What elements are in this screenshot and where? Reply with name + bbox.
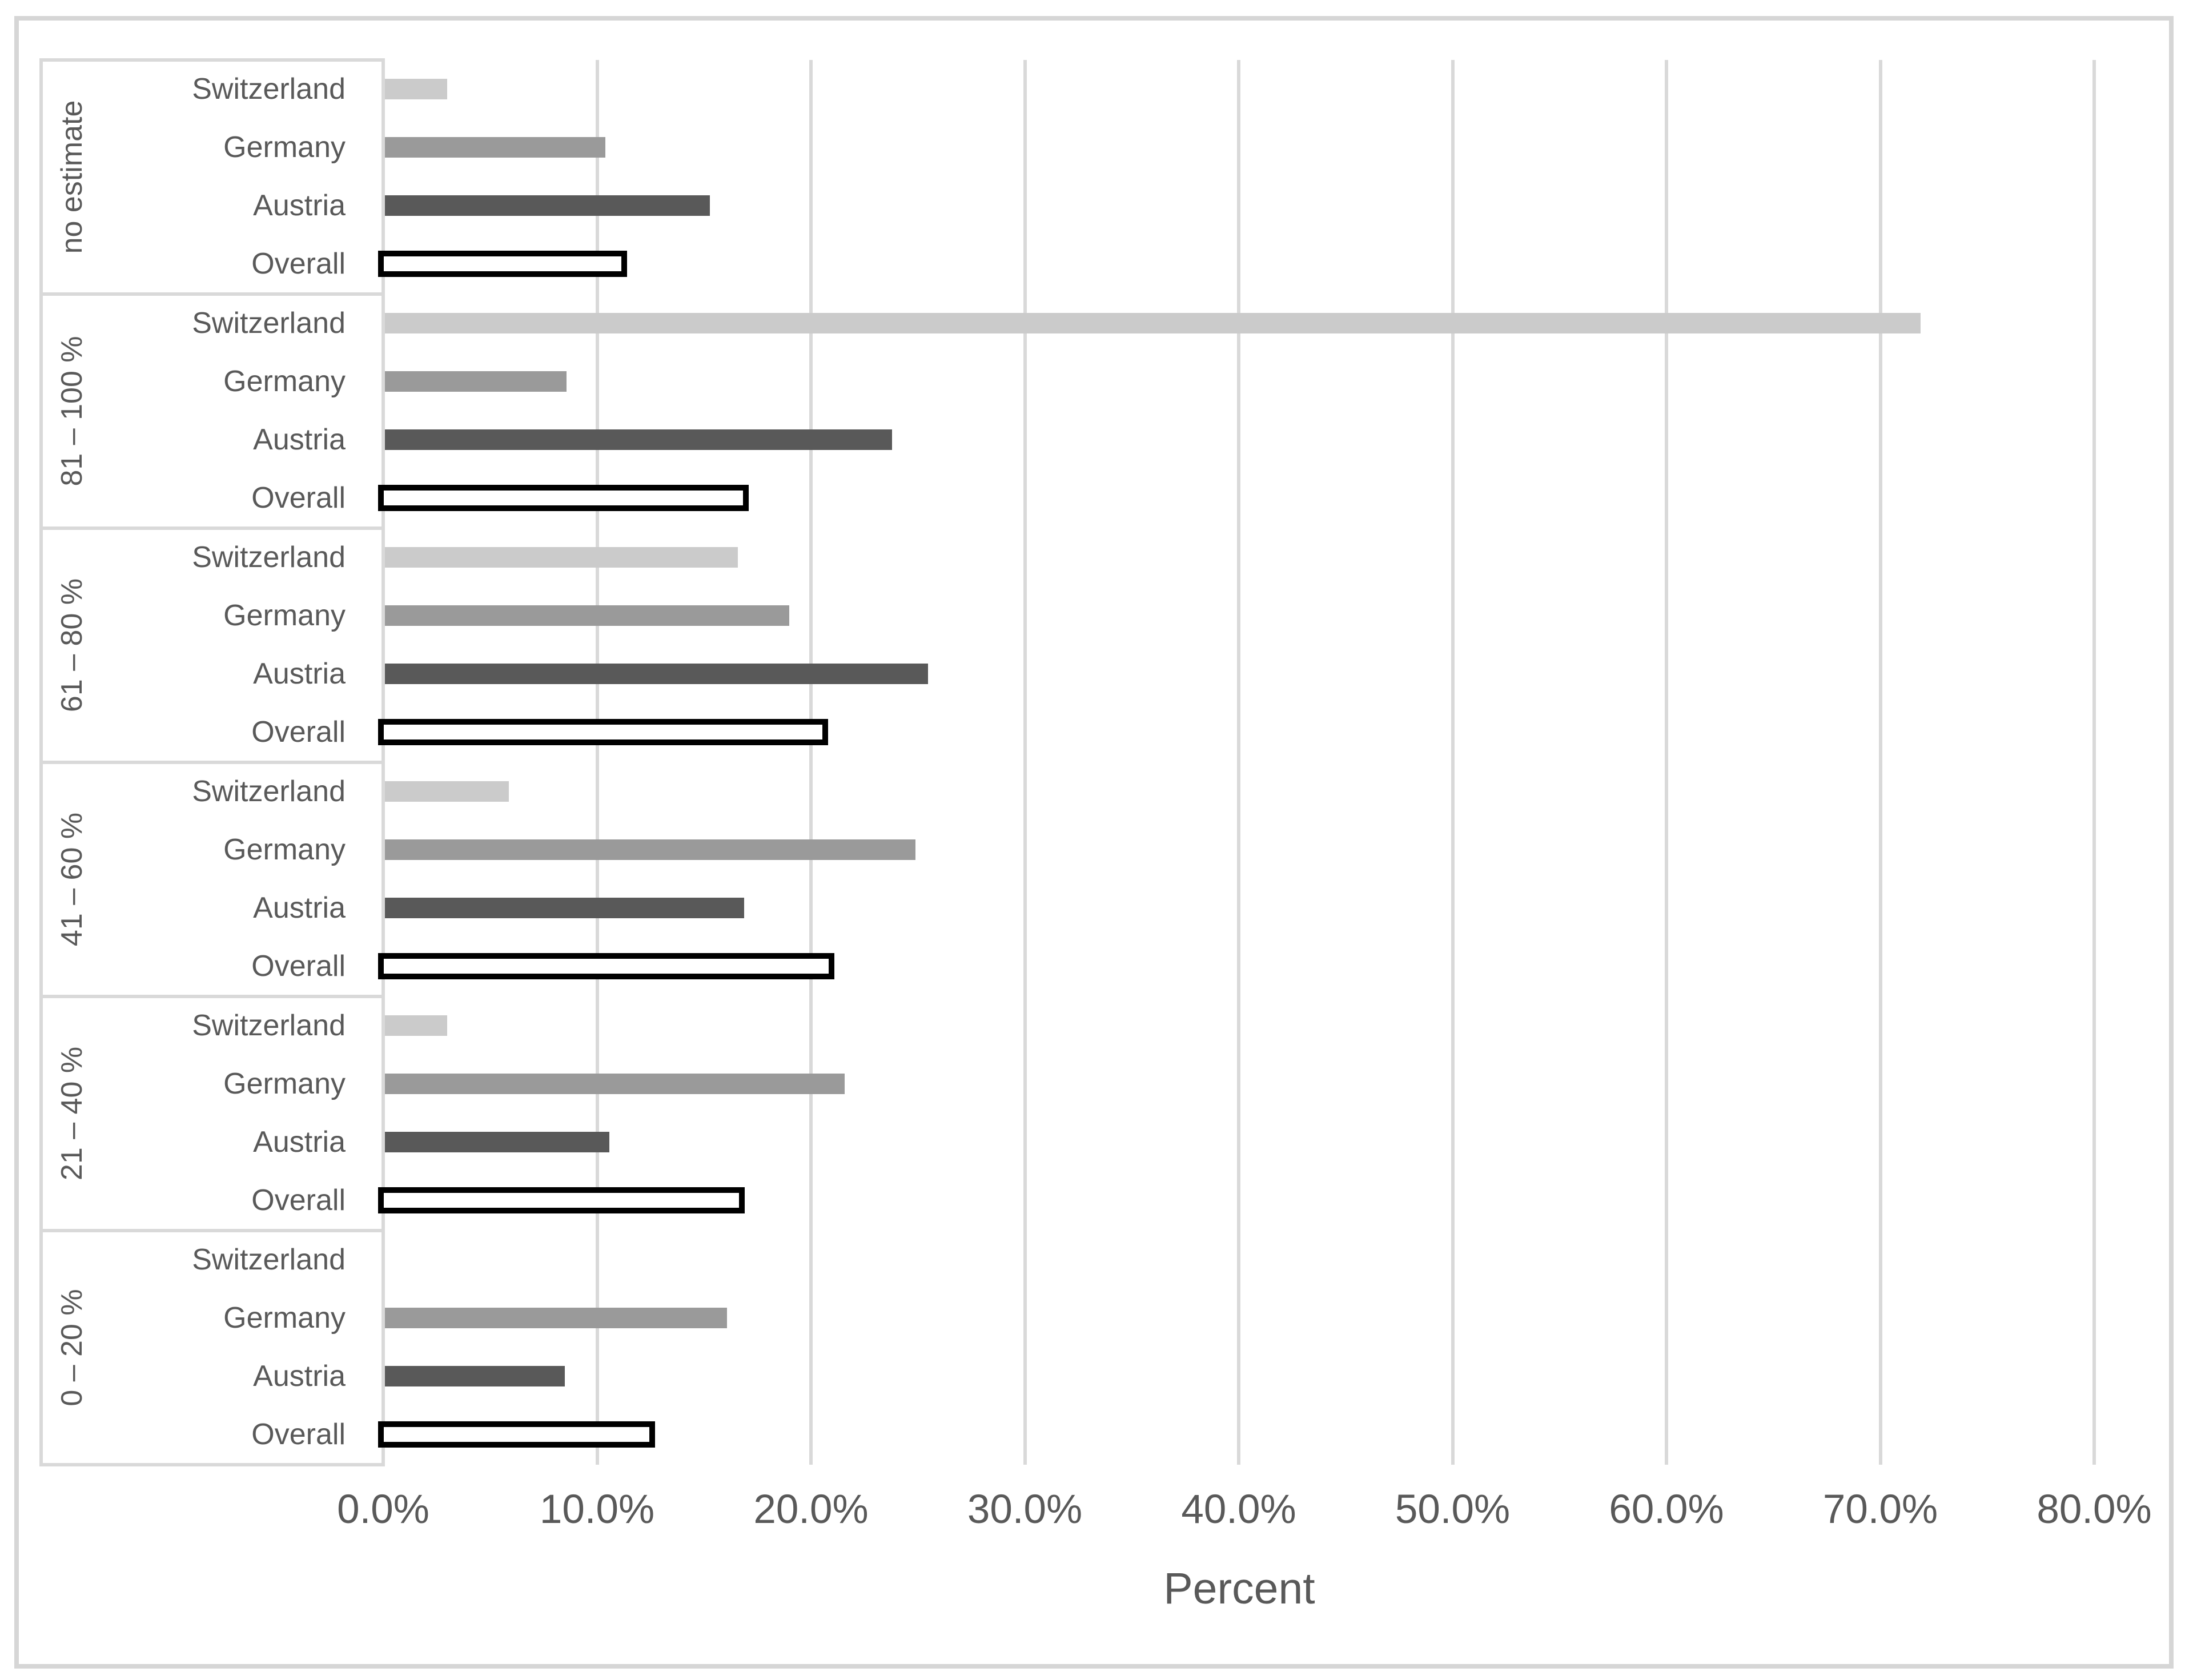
bar-germany [385, 371, 567, 392]
bar-austria [385, 195, 710, 216]
bar-overall [378, 251, 627, 277]
gridline [2092, 60, 2096, 1465]
category-label-austria: Austria [253, 1360, 346, 1393]
x-axis-title: Percent [1163, 1564, 1315, 1613]
x-tick-label: 30.0% [967, 1487, 1083, 1532]
category-label-overall: Overall [251, 1418, 346, 1451]
category-label-germany: Germany [223, 599, 346, 632]
x-tick-label: 10.0% [539, 1487, 655, 1532]
x-tick-label: 20.0% [753, 1487, 869, 1532]
category-label-switzerland: Switzerland [192, 775, 346, 808]
bar-overall [378, 1421, 655, 1448]
category-label-overall: Overall [251, 481, 346, 515]
category-group-label: 81 – 100 % [55, 336, 89, 487]
bar-austria [385, 1132, 610, 1152]
x-tick-label: 70.0% [1822, 1487, 1938, 1532]
category-label-germany: Germany [223, 1301, 346, 1335]
gridline [1451, 60, 1455, 1465]
gridline [1023, 60, 1027, 1465]
category-label-overall: Overall [251, 1184, 346, 1217]
category-group-divider [39, 995, 385, 998]
category-group-label: 0 – 20 % [55, 1289, 89, 1406]
category-label-switzerland: Switzerland [192, 73, 346, 106]
x-tick-label: 40.0% [1181, 1487, 1296, 1532]
gridline [809, 60, 813, 1465]
category-group-label: 41 – 60 % [55, 812, 89, 947]
bar-germany [385, 839, 915, 860]
bar-germany [385, 1074, 845, 1094]
category-label-switzerland: Switzerland [192, 1243, 346, 1276]
bar-austria [385, 664, 929, 684]
bar-austria [385, 1366, 565, 1386]
category-group-divider [39, 526, 385, 530]
category-label-germany: Germany [223, 365, 346, 398]
category-label-switzerland: Switzerland [192, 307, 346, 340]
category-panel-bottom-border [39, 1463, 385, 1466]
category-panel-top-border [39, 58, 385, 62]
category-label-austria: Austria [253, 1126, 346, 1159]
bar-switzerland [385, 547, 738, 568]
category-label-switzerland: Switzerland [192, 1009, 346, 1042]
category-group-label: no estimate [55, 100, 89, 254]
bar-switzerland [385, 313, 1921, 333]
gridline [1878, 60, 1882, 1465]
category-label-austria: Austria [253, 657, 346, 690]
category-label-germany: Germany [223, 1067, 346, 1100]
bar-overall [378, 953, 835, 979]
bar-switzerland [385, 781, 509, 802]
bar-germany [385, 137, 605, 158]
category-group-label: 21 – 40 % [55, 1046, 89, 1181]
bar-overall [378, 719, 828, 745]
category-group-label: 61 – 80 % [55, 578, 89, 713]
chart-border-frame [14, 16, 2174, 1669]
category-label-overall: Overall [251, 247, 346, 280]
category-label-austria: Austria [253, 189, 346, 222]
category-group-divider [39, 292, 385, 296]
gridline [595, 60, 599, 1465]
bar-austria [385, 898, 745, 918]
gridline [1237, 60, 1240, 1465]
bar-switzerland [385, 1015, 447, 1036]
category-group-divider [39, 1229, 385, 1232]
bar-germany [385, 1308, 728, 1328]
gridline [1665, 60, 1668, 1465]
bar-austria [385, 429, 892, 450]
bar-overall [378, 485, 749, 511]
category-label-germany: Germany [223, 131, 346, 164]
bar-switzerland [385, 79, 447, 99]
x-tick-label: 50.0% [1395, 1487, 1511, 1532]
category-label-austria: Austria [253, 891, 346, 925]
category-label-switzerland: Switzerland [192, 541, 346, 574]
category-label-overall: Overall [251, 716, 346, 749]
bar-overall [378, 1187, 745, 1213]
x-tick-label: 80.0% [2037, 1487, 2152, 1532]
x-tick-label: 60.0% [1609, 1487, 1724, 1532]
x-tick-label: 0.0% [337, 1487, 429, 1532]
category-group-divider [39, 761, 385, 764]
category-label-germany: Germany [223, 833, 346, 866]
category-label-overall: Overall [251, 950, 346, 983]
category-label-austria: Austria [253, 423, 346, 456]
bar-germany [385, 605, 789, 626]
